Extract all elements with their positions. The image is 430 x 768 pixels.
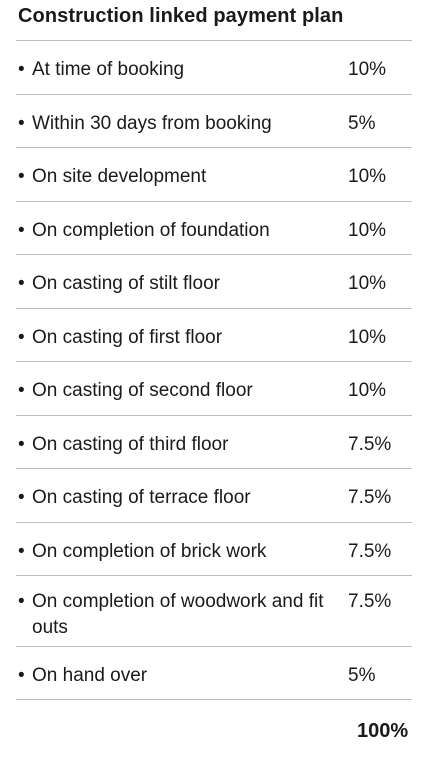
- row-percentage: 7.5%: [348, 591, 392, 612]
- row-label: On casting of first floor: [32, 326, 223, 348]
- row-percentage: 10%: [348, 59, 387, 80]
- payment-table: • At time of booking 10% • Within 30 day…: [16, 40, 412, 700]
- row-label: On completion of brick work: [32, 540, 267, 562]
- row-percentage: 10%: [348, 380, 387, 401]
- table-row: • On completion of brick work 7.5%: [16, 521, 412, 576]
- bullet: •: [18, 433, 25, 455]
- row-label: Within 30 days from booking: [32, 112, 272, 134]
- row-label: On casting of stilt floor: [32, 273, 220, 294]
- table-row: • At time of booking 10%: [16, 40, 412, 94]
- bullet: •: [18, 487, 25, 508]
- row-percentage: 7.5%: [348, 487, 392, 508]
- row-label: On hand over: [32, 665, 148, 686]
- table-row: • On site development 10%: [16, 147, 412, 201]
- bullet: •: [18, 273, 25, 294]
- bullet: •: [18, 166, 25, 187]
- row-percentage: 10%: [348, 326, 387, 348]
- table-row: • On casting of second floor 10%: [16, 361, 412, 415]
- bullet: •: [18, 540, 25, 562]
- table-row: • On casting of first floor 10%: [16, 307, 412, 362]
- table-row: • On hand over 5%: [16, 646, 412, 700]
- total-percentage: 100%: [357, 720, 409, 742]
- bullet: •: [18, 326, 25, 348]
- row-percentage: 5%: [348, 112, 376, 134]
- bullet: •: [18, 219, 25, 241]
- row-label: On site development: [32, 166, 207, 187]
- row-label: On casting of second floor: [32, 380, 253, 401]
- row-label: On completion of foundation: [32, 219, 270, 241]
- table-row: • On completion of foundation 10%: [16, 200, 412, 255]
- table-row: • Within 30 days from booking 5%: [16, 93, 412, 148]
- bullet: •: [18, 591, 25, 612]
- row-percentage: 7.5%: [348, 540, 392, 562]
- row-percentage: 10%: [348, 219, 387, 241]
- table-row: • On casting of third floor 7.5%: [16, 414, 412, 469]
- row-label: At time of booking: [32, 59, 185, 80]
- row-percentage: 5%: [348, 665, 376, 686]
- row-label: On completion of woodwork and fit outs: [32, 591, 324, 638]
- table-row: • On casting of stilt floor 10%: [16, 254, 412, 308]
- row-percentage: 7.5%: [348, 433, 392, 455]
- table-row: • On casting of terrace floor 7.5%: [16, 468, 412, 522]
- row-label: On casting of terrace floor: [32, 487, 251, 508]
- page-title: Construction linked payment plan: [18, 5, 344, 27]
- bullet: •: [18, 380, 25, 401]
- row-percentage: 10%: [348, 166, 387, 187]
- bullet: •: [18, 665, 25, 686]
- bullet: •: [18, 112, 25, 134]
- row-percentage: 10%: [348, 273, 387, 294]
- bullet: •: [18, 59, 25, 80]
- row-label: On casting of third floor: [32, 433, 229, 455]
- table-row: • On completion of woodwork and fit outs…: [16, 575, 412, 646]
